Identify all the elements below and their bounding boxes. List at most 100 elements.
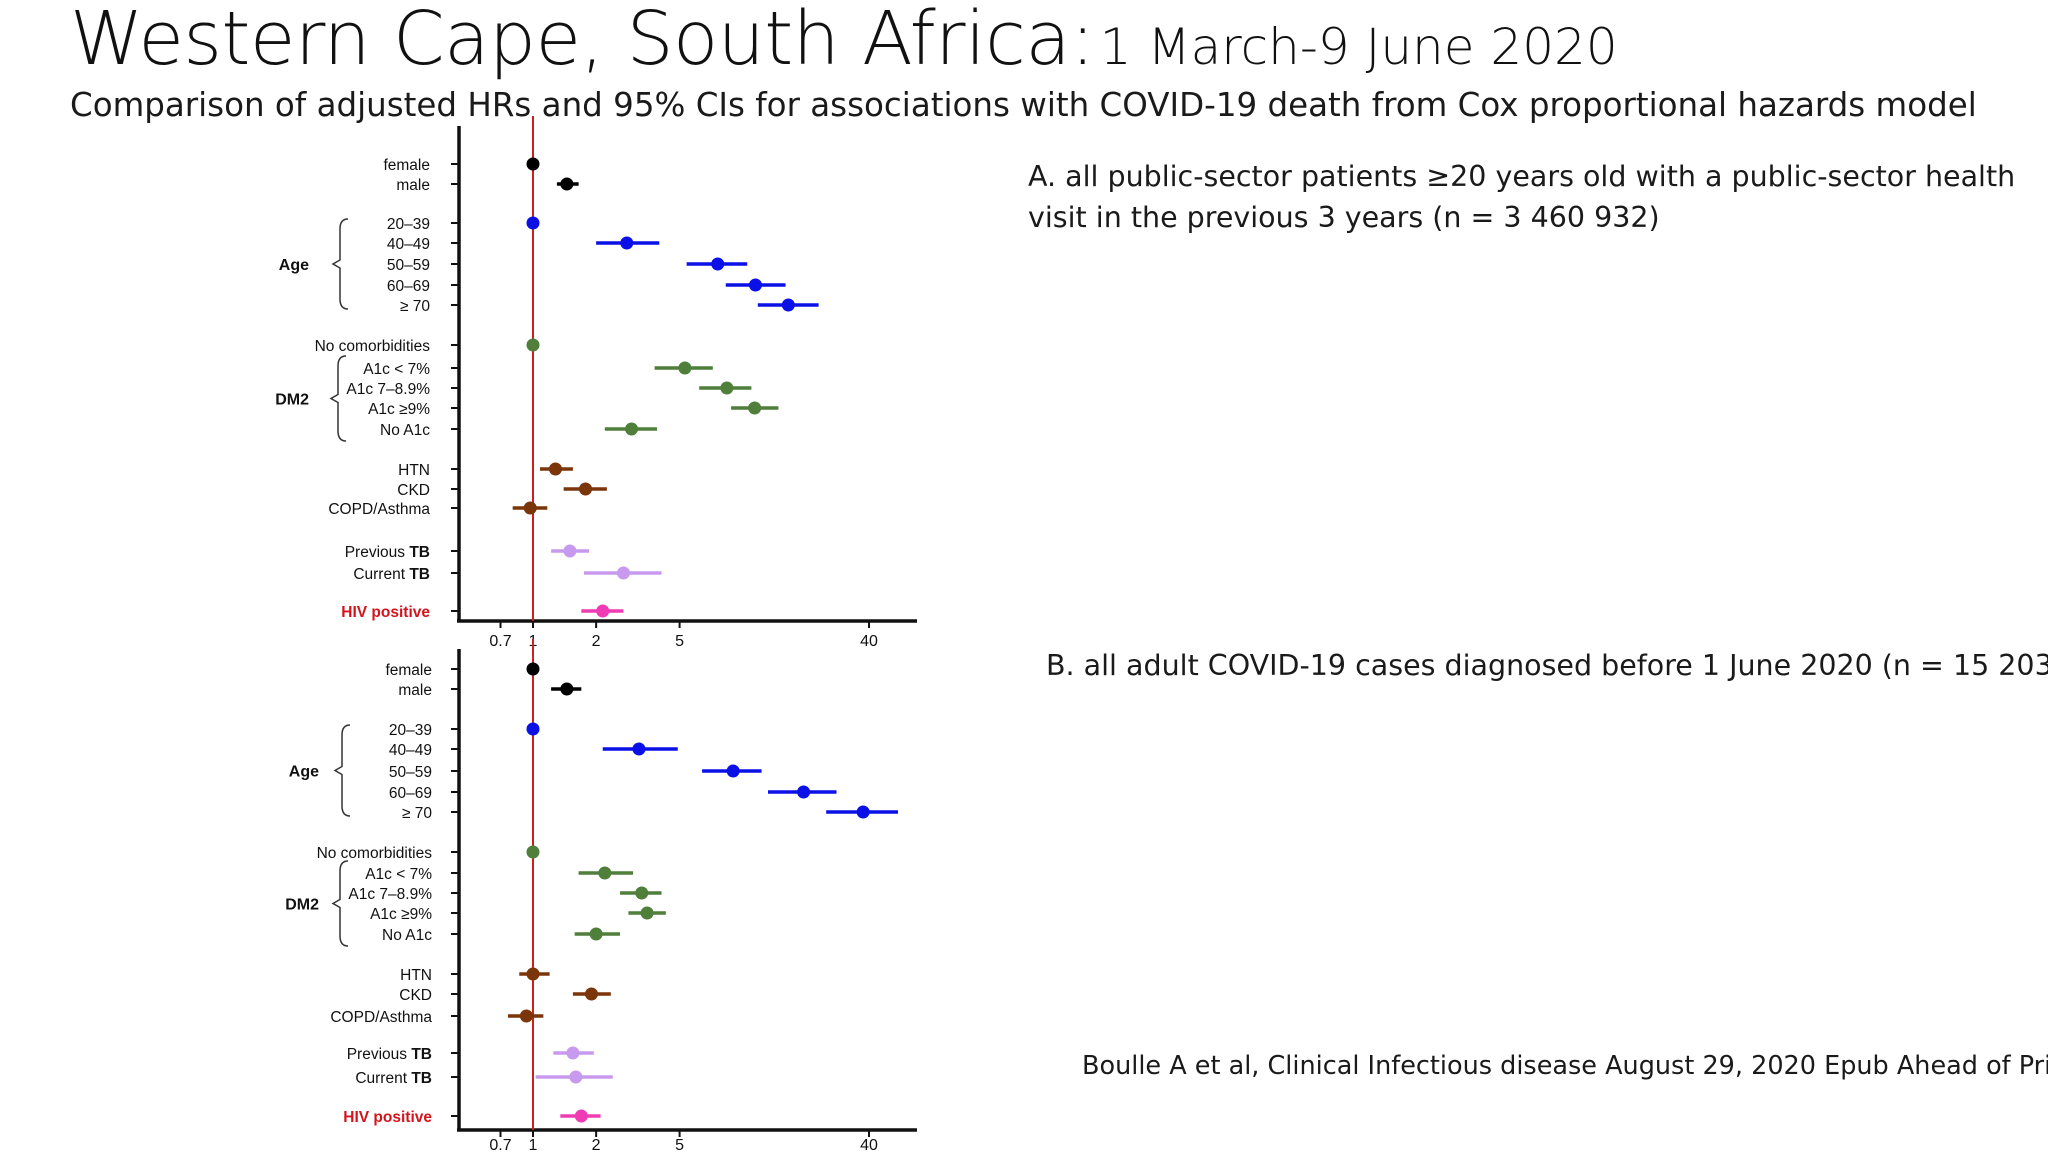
group-label-age: Age [279,257,309,274]
x-tick-label: 2 [592,633,601,650]
panel-a-caption-line1: A. all public-sector patients ≥20 years … [1028,160,2016,193]
row-label-a1c-ge9: A1c ≥9% [368,401,430,418]
row-label-copd-asthma: COPD/Asthma [328,501,430,518]
dm2-bracket [331,860,349,947]
hr-point-current-tb [616,566,630,580]
row-label-60-69: 60–69 [387,278,430,295]
hr-point-copd-asthma [523,501,537,515]
panel-b-caption: B. all adult COVID-19 cases diagnosed be… [1046,649,2048,682]
hr-point-60-69 [748,278,762,292]
row-label-ge-70: ≥ 70 [400,298,430,315]
row-label-previous-tb: Previous TB [347,1046,432,1063]
row-label-female: female [383,157,430,174]
row-label-htn: HTN [398,462,430,479]
row-label-previous-tb: Previous TB [345,544,430,561]
forest-panel-b: 0.7 1 2 5 40 female male 20–39 40–49 50–59 60–69 ≥ … [285,639,917,1152]
hr-point-a1c-ge9 [640,906,654,920]
slide-title: Western Cape, South Africa: 1 March-9 Ju… [70,0,1618,82]
group-label-dm2: DM2 [275,392,309,409]
hr-point-ckd [579,482,593,496]
hr-point-male [560,682,574,696]
row-label-50-59: 50–59 [387,257,430,274]
row-label-htn: HTN [400,967,432,984]
row-label-ckd: CKD [397,482,430,499]
row-label-a1c-7-8-9: A1c 7–8.9% [348,886,432,903]
row-label-40-49: 40–49 [387,236,430,253]
age-bracket [331,218,349,310]
row-label-no-a1c: No A1c [382,927,432,944]
row-label-a1c-7-8-9: A1c 7–8.9% [346,381,430,398]
slide-subtitle: Comparison of adjusted HRs and 95% CIs f… [70,86,1977,124]
row-label-male: male [396,177,430,194]
row-label-current-tb: Current TB [353,566,430,583]
hr-point-a1c-lt-7 [598,866,612,880]
hr-point-hiv-positive [574,1109,588,1123]
hr-point-no-comorbidities [526,338,540,352]
row-label-no-comorbidities: No comorbidities [317,845,433,862]
hr-point-female [526,662,540,676]
row-label-male: male [398,682,432,699]
row-label-60-69: 60–69 [389,785,432,802]
row-label-hiv-positive: HIV positive [343,1109,432,1126]
row-label-ge-70: ≥ 70 [402,805,432,822]
hr-point-no-comorbidities [526,845,540,859]
forest-panel-a: 0.712540femalemale20–3940–4950–5960–69≥ … [275,116,917,650]
row-label-a1c-lt-7: A1c < 7% [365,866,432,883]
group-label-age: Age [289,764,319,781]
row-label-50-59: 50–59 [389,764,432,781]
hr-point-hiv-positive [596,604,610,618]
x-tick-label: 0.7 [489,1137,511,1152]
hr-point-60-69 [797,785,811,799]
hr-point-50-59 [726,764,740,778]
x-tick-label: 40 [860,1137,878,1152]
row-label-a1c-ge9: A1c ≥9% [370,906,432,923]
x-tick-label: 0.7 [489,633,511,650]
hr-point-50-59 [711,257,725,271]
hr-point-male [560,177,574,191]
hr-point-htn [548,462,562,476]
hr-point-no-a1c [589,927,603,941]
hr-point-previous-tb [566,1046,580,1060]
row-label-a1c-lt-7: A1c < 7% [363,361,430,378]
hr-point-20-39 [526,216,540,230]
hr-point-copd-asthma [519,1009,533,1023]
row-label-no-comorbidities: No comorbidities [315,338,431,355]
x-tick-label: 5 [675,1137,684,1152]
x-tick-label: 1 [529,1137,538,1152]
row-label-20-39: 20–39 [387,216,430,233]
row-label-20-39: 20–39 [389,722,432,739]
row-label-current-tb: Current TB [355,1070,432,1087]
hr-point-a1c-ge9 [748,401,762,415]
x-tick-label: 40 [860,633,878,650]
hr-point-40-49 [632,742,646,756]
panel-a-caption: A. all public-sector patients ≥20 years … [1028,156,2015,238]
row-label-ckd: CKD [399,987,432,1004]
hr-point-previous-tb [563,544,577,558]
hr-point-ge-70 [781,298,795,312]
hr-point-a1c-7-8-9 [720,381,734,395]
hr-point-ckd [584,987,598,1001]
hr-point-ge-70 [856,805,870,819]
hr-point-a1c-lt-7 [678,361,692,375]
row-label-no-a1c: No A1c [380,422,430,439]
hr-point-female [526,157,540,171]
citation: Boulle A et al, Clinical Infectious dise… [1082,1051,2048,1081]
dm2-bracket [329,355,347,442]
age-bracket [333,724,351,817]
row-label-copd-asthma: COPD/Asthma [330,1009,432,1026]
panel-a-caption-line2: visit in the previous 3 years (n = 3 460… [1028,201,1660,234]
x-tick-label: 5 [675,633,684,650]
hr-point-a1c-7-8-9 [635,886,649,900]
row-label-hiv-positive: HIV positive [341,604,430,621]
hr-point-20-39 [526,722,540,736]
row-label-40-49: 40–49 [389,742,432,759]
hr-point-current-tb [569,1070,583,1084]
title-dates: 1 March-9 June 2020 [1099,18,1618,76]
hr-point-40-49 [620,236,634,250]
hr-point-htn [526,967,540,981]
group-label-dm2: DM2 [285,897,319,914]
x-tick-label: 2 [592,1137,601,1152]
title-main: Western Cape, South Africa: [70,0,1095,82]
hr-point-no-a1c [625,422,639,436]
